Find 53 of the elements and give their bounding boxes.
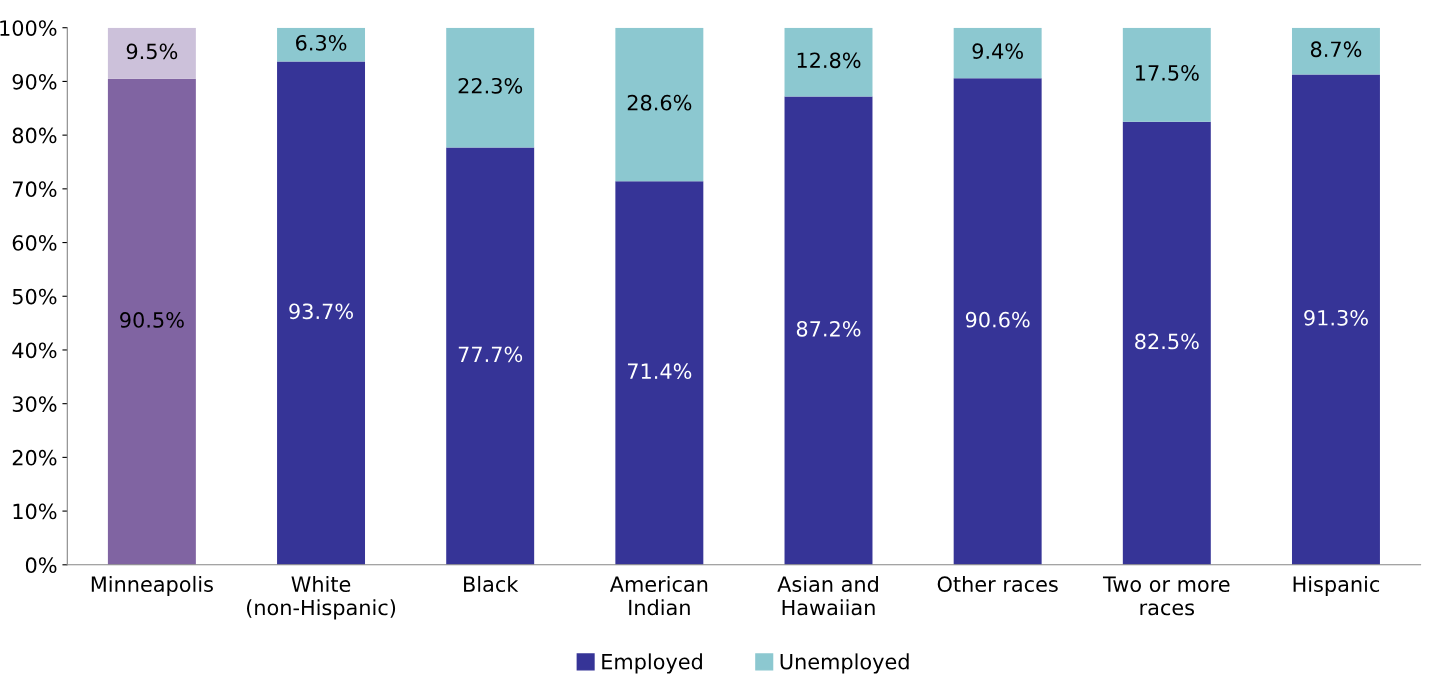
data-label: 12.8% bbox=[797, 52, 861, 69]
data-label: 93.7% bbox=[289, 303, 353, 320]
bar bbox=[277, 61, 366, 565]
bar bbox=[107, 27, 196, 79]
legend-label: Unemployed bbox=[780, 653, 909, 674]
data-label: 9.4% bbox=[972, 43, 1023, 60]
data-label: 71.4% bbox=[627, 363, 692, 380]
bar bbox=[446, 147, 535, 565]
data-label: 9.5% bbox=[126, 43, 178, 60]
bar bbox=[615, 181, 704, 565]
bar bbox=[784, 27, 873, 97]
y-tick-label: 90% bbox=[12, 73, 57, 90]
x-tick-label: White (non-Hispanic) bbox=[246, 575, 396, 620]
y-tick-label: 10% bbox=[13, 503, 57, 520]
x-tick-label: Minneapolis bbox=[91, 575, 213, 597]
data-label: 6.3% bbox=[296, 34, 347, 51]
bar bbox=[277, 27, 366, 62]
bar bbox=[1122, 27, 1211, 122]
data-label: 90.6% bbox=[965, 311, 1030, 328]
bar bbox=[953, 27, 1042, 79]
bar bbox=[1291, 27, 1380, 75]
y-tick-label: 100% bbox=[0, 20, 57, 36]
bar bbox=[446, 27, 535, 148]
y-tick-label: 0% bbox=[25, 557, 57, 574]
legend-label: Employed bbox=[602, 653, 702, 674]
y-tick-label: 30% bbox=[12, 396, 57, 412]
bar bbox=[1122, 121, 1211, 565]
bar bbox=[615, 27, 704, 182]
data-label: 22.3% bbox=[458, 77, 523, 94]
y-tick-label: 70% bbox=[12, 181, 57, 198]
data-label: 90.5% bbox=[120, 312, 184, 328]
y-tick-label: 40% bbox=[12, 342, 57, 359]
data-label: 87.2% bbox=[796, 320, 861, 337]
x-tick-label: Black bbox=[464, 575, 519, 593]
y-tick-label: 50% bbox=[12, 288, 57, 305]
y-tick-label: 60% bbox=[12, 235, 57, 251]
data-label: 77.7% bbox=[458, 346, 523, 363]
x-tick-label: Two or more races bbox=[1102, 576, 1230, 616]
y-tick-label: 80% bbox=[12, 127, 57, 144]
data-label: 28.6% bbox=[627, 94, 692, 111]
data-label: 91.3% bbox=[1304, 309, 1368, 326]
x-tick-label: Asian and Hawaiian bbox=[777, 575, 878, 616]
data-label: 17.5% bbox=[1136, 65, 1199, 81]
x-tick-label: Other races bbox=[937, 575, 1058, 593]
x-tick-label: American Indian bbox=[609, 575, 708, 616]
x-tick-label: Hispanic bbox=[1293, 575, 1380, 597]
data-label: 8.7% bbox=[1310, 41, 1362, 58]
y-tick-label: 20% bbox=[12, 449, 57, 466]
bar bbox=[1291, 74, 1380, 565]
data-label: 82.5% bbox=[1135, 333, 1199, 350]
bar bbox=[953, 78, 1042, 565]
bar bbox=[784, 96, 873, 565]
bar bbox=[107, 78, 196, 565]
